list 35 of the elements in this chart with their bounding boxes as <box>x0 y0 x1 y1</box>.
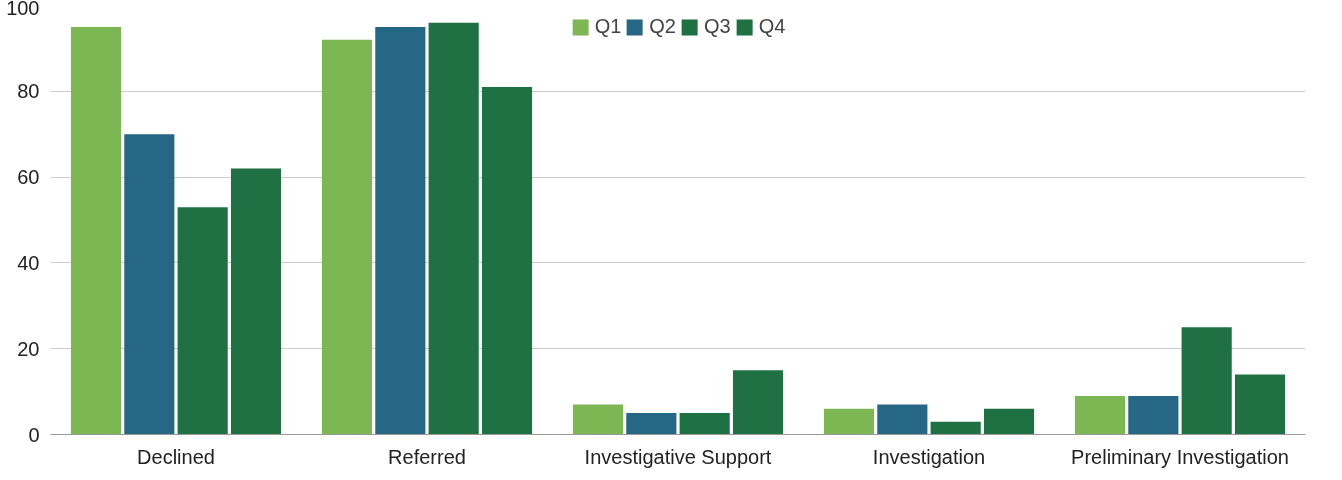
legend-label: Q2 <box>649 15 676 38</box>
bar <box>428 22 479 435</box>
bar <box>732 370 784 435</box>
x-tick-label: Referred <box>388 445 466 468</box>
bar <box>1181 327 1232 435</box>
bar <box>321 39 373 435</box>
bar <box>1128 395 1179 435</box>
bar <box>983 408 1035 435</box>
y-tick-label: 40 <box>17 251 40 274</box>
legend-label: Q4 <box>758 15 786 38</box>
bar <box>375 26 426 435</box>
bar <box>481 87 533 435</box>
bar <box>877 404 928 435</box>
bar <box>70 26 122 435</box>
bar <box>930 421 981 435</box>
bar <box>679 413 730 435</box>
bar <box>177 207 228 435</box>
y-tick-label: 20 <box>17 337 40 360</box>
x-tick-label: Investigative Support <box>584 445 772 468</box>
x-tick-label: Investigation <box>872 445 986 468</box>
bar <box>230 168 282 435</box>
legend-label: Q3 <box>704 15 731 38</box>
bar <box>572 404 624 435</box>
y-tick-label: 0 <box>28 423 40 446</box>
y-tick-label: 100 <box>6 0 40 19</box>
bar <box>823 408 875 435</box>
bar <box>1234 374 1286 435</box>
bar <box>124 134 175 435</box>
y-tick-label: 80 <box>17 80 40 103</box>
y-tick-label: 60 <box>17 166 40 189</box>
bar <box>626 413 677 435</box>
x-tick-label: Declined <box>137 445 215 468</box>
x-tick-label: Preliminary Investigation <box>1071 445 1289 468</box>
legend-label: Q1 <box>594 15 622 38</box>
bar <box>1074 395 1126 435</box>
